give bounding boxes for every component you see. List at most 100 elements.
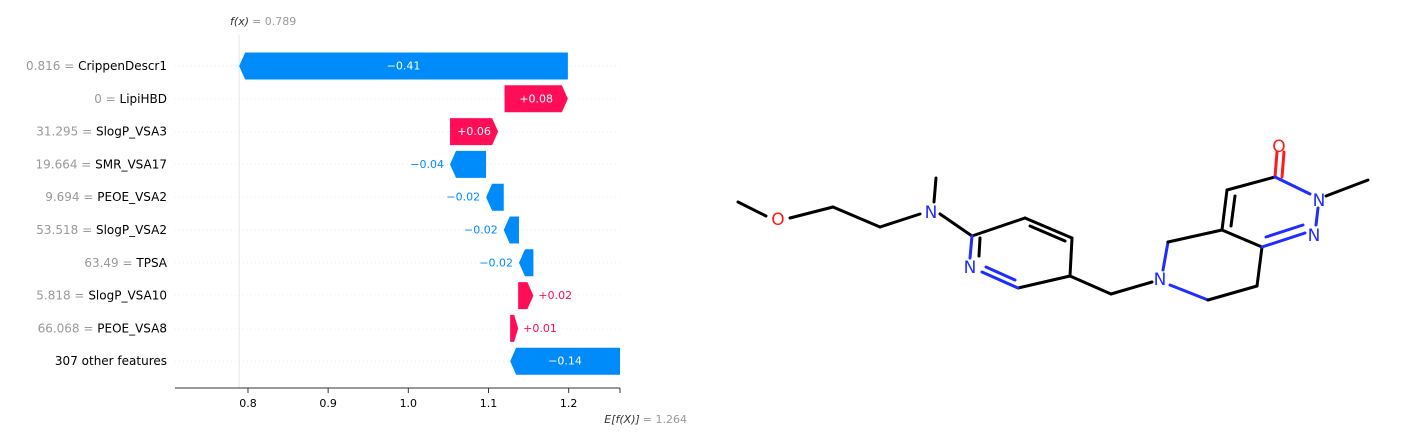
waterfall-bar bbox=[450, 150, 487, 178]
feature-label: 63.49 = TPSA bbox=[84, 256, 167, 270]
bond-pyridine-c6-n-inner bbox=[984, 265, 1017, 282]
bond-c4a-c4-inner bbox=[1229, 194, 1237, 228]
bond-c4a-c8a bbox=[1220, 228, 1264, 249]
feature-label: 53.518 = SlogP_VSA2 bbox=[36, 223, 167, 237]
contribution-label: −0.02 bbox=[479, 256, 513, 269]
feature-name: SlogP_VSA3 bbox=[96, 125, 167, 139]
feature-name: SMR_VSA17 bbox=[95, 157, 167, 171]
bond-pyridine-c4-c4-inner bbox=[1028, 224, 1067, 243]
bond-n-ring-c-down bbox=[1168, 283, 1210, 302]
feature-label: 5.818 = SlogP_VSA10 bbox=[36, 289, 167, 303]
x-tick-label: 1.1 bbox=[480, 397, 498, 410]
bond-ring-c-c8a bbox=[1255, 245, 1264, 288]
bond-n-amine-c2 bbox=[938, 212, 974, 238]
contribution-label: +0.01 bbox=[523, 322, 557, 335]
feature-value: 63.49 = bbox=[84, 256, 136, 270]
contribution-label: −0.04 bbox=[410, 158, 444, 171]
feature-value: 9.694 = bbox=[45, 190, 97, 204]
x-tick-label: 1.0 bbox=[400, 397, 418, 410]
waterfall-bar bbox=[518, 249, 534, 277]
base-label-value: = 1.264 bbox=[643, 413, 687, 426]
bond-methyl-o-ether bbox=[736, 200, 768, 218]
feature-value: 19.664 = bbox=[35, 157, 95, 171]
bond-n2-methyl bbox=[1324, 178, 1370, 198]
fx-label: f(x) = 0.789 bbox=[230, 15, 296, 28]
atom-nitrogen-ring: N bbox=[1154, 270, 1167, 290]
bond-pyridine-c5-c6 bbox=[1016, 274, 1072, 290]
waterfall-bar bbox=[486, 183, 504, 211]
bond-n-amine-methyl bbox=[932, 176, 938, 204]
bars-group: −0.41 +0.08 +0.06 −0.04 −0.02 −0.02 −0.02 +0.02… bbox=[239, 52, 620, 375]
bond-pyridine-c2-inner bbox=[977, 236, 982, 258]
fx-label-name: f(x) bbox=[230, 15, 249, 28]
waterfall-bar bbox=[504, 85, 568, 113]
atom-nitrogen-amine: N bbox=[925, 203, 938, 223]
bond-pyridine-c2-c3 bbox=[970, 216, 1027, 238]
contribution-label: −0.02 bbox=[446, 191, 480, 204]
feature-value: 0.816 = bbox=[26, 59, 78, 73]
bond-c5-ch2 bbox=[1068, 274, 1113, 296]
feature-label: 9.694 = PEOE_VSA2 bbox=[45, 190, 167, 204]
feature-label: 0.816 = CrippenDescr1 bbox=[26, 59, 167, 73]
bond-c4a-c4 bbox=[1220, 188, 1229, 232]
waterfall-bar bbox=[503, 216, 519, 244]
waterfall-bar bbox=[239, 52, 568, 80]
atom-nitrogen-pyridine: N bbox=[964, 258, 977, 278]
bond-n-ring-c-up bbox=[1161, 240, 1170, 272]
atom-nitrogen-n2: N bbox=[1313, 191, 1326, 211]
atom-oxygen-carbonyl: O bbox=[1272, 137, 1285, 157]
feature-label: 19.664 = SMR_VSA17 bbox=[35, 157, 167, 171]
feature-name: PEOE_VSA2 bbox=[97, 190, 167, 204]
bond-c3-o-carbonyl-a bbox=[1273, 150, 1279, 179]
bond-ring-c-up-c4a bbox=[1166, 228, 1224, 244]
bond-n1-c8a bbox=[1260, 231, 1307, 249]
feature-value: 66.068 = bbox=[38, 321, 98, 335]
atom-oxygen-ether: O bbox=[771, 210, 784, 230]
feature-labels-group: 0.816 = CrippenDescr1 0 = LipiHBD 31.295 =… bbox=[26, 59, 168, 368]
bond-n1-c8a-inner bbox=[1264, 223, 1305, 239]
bond-ring-c-down-c bbox=[1206, 284, 1259, 302]
feature-name: SlogP_VSA10 bbox=[88, 289, 167, 303]
waterfall-bar bbox=[510, 314, 519, 342]
contribution-label: +0.06 bbox=[457, 125, 491, 138]
contribution-label: −0.41 bbox=[387, 60, 421, 73]
contribution-label: −0.02 bbox=[464, 224, 498, 237]
waterfall-bar bbox=[518, 282, 534, 310]
contribution-label: −0.14 bbox=[548, 355, 582, 368]
x-tick-label: 0.9 bbox=[319, 397, 337, 410]
feature-name: 307 other features bbox=[55, 354, 167, 368]
feature-value: 31.295 = bbox=[36, 125, 96, 139]
atom-nitrogen-n1: N bbox=[1308, 226, 1321, 246]
feature-name: PEOE_VSA8 bbox=[97, 321, 167, 335]
x-axis: 0.8 0.9 1.0 1.1 1.2 bbox=[175, 387, 621, 410]
base-label: E[f(X)] = 1.264 bbox=[604, 413, 687, 426]
feature-name: CrippenDescr1 bbox=[78, 59, 167, 73]
contribution-label: +0.02 bbox=[538, 289, 572, 302]
bond-ch2-n-amine bbox=[878, 212, 922, 229]
feature-name: TPSA bbox=[135, 256, 167, 270]
feature-label: 66.068 = PEOE_VSA8 bbox=[38, 321, 167, 335]
contribution-label: +0.08 bbox=[519, 92, 553, 105]
feature-value: 5.818 = bbox=[36, 289, 88, 303]
bond-pyridine-c6-n bbox=[980, 270, 1020, 290]
feature-value: 0 = bbox=[94, 92, 119, 106]
bond-c4-c3 bbox=[1225, 175, 1277, 192]
feature-label: 31.295 = SlogP_VSA3 bbox=[36, 125, 167, 139]
bond-pyridine-c3-c4 bbox=[1023, 216, 1074, 240]
waterfall-bar bbox=[510, 347, 620, 375]
waterfall-bar bbox=[450, 118, 499, 146]
feature-label: 0 = LipiHBD bbox=[94, 92, 167, 106]
bond-ch2-ch2 bbox=[831, 205, 882, 229]
base-label-name: E[f(X)] bbox=[604, 413, 640, 426]
shap-waterfall-chart: −0.41 +0.08 +0.06 −0.04 −0.02 −0.02 −0.02 +0.02… bbox=[26, 15, 687, 426]
bond-c3-n2 bbox=[1273, 175, 1312, 196]
x-tick-label: 1.2 bbox=[560, 397, 578, 410]
bond-o-ether-ch2 bbox=[788, 205, 835, 220]
bond-pyridine-c4-c5 bbox=[1068, 236, 1074, 278]
x-tick-label: 0.8 bbox=[239, 397, 257, 410]
molecule-structure: O N N N O N N bbox=[736, 137, 1370, 302]
feature-value: 53.518 = bbox=[36, 223, 96, 237]
bond-pyridine-n-c2 bbox=[968, 234, 974, 260]
bond-n2-n1 bbox=[1314, 206, 1320, 227]
feature-name: SlogP_VSA2 bbox=[96, 223, 167, 237]
